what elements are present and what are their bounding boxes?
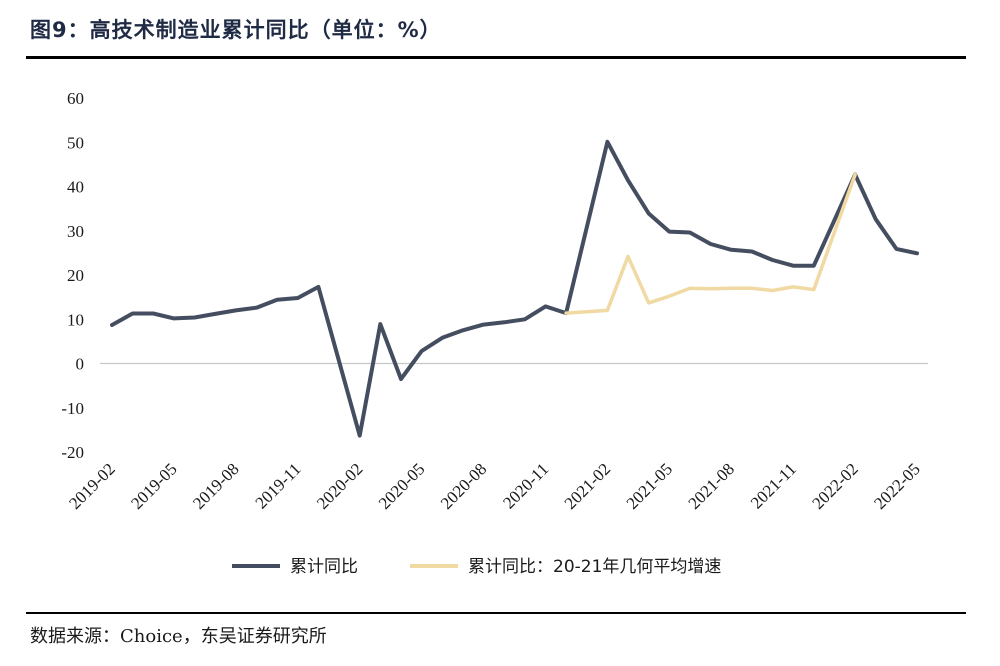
y-tick-label: 10	[67, 310, 84, 329]
y-axis-ticks: 60 50 40 30 20 10 0 -10 -20	[61, 89, 84, 462]
legend-label-geometric-average: 累计同比：20-21年几何平均增速	[468, 557, 721, 577]
x-tick-label: 2019-05	[127, 459, 181, 513]
bottom-rule	[26, 612, 966, 614]
x-tick-label: 2020-11	[499, 459, 552, 512]
y-tick-label: 20	[67, 266, 84, 285]
y-tick-label: 60	[67, 89, 84, 108]
series-cumulative-yoy-line	[110, 139, 919, 438]
x-tick-label: 2020-05	[375, 459, 429, 513]
x-tick-label: 2019-11	[252, 459, 305, 512]
series-geometric-average-line	[564, 172, 857, 315]
y-tick-label: 30	[67, 222, 84, 241]
x-tick-label: 2021-05	[623, 459, 677, 513]
y-tick-label: 40	[67, 178, 84, 197]
x-tick-label: 2021-11	[747, 459, 800, 512]
source-note: 数据来源：Choice，东吴证券研究所	[30, 626, 327, 647]
top-rule	[26, 56, 966, 59]
line-chart: 60 50 40 30 20 10 0 -10 -20 2019-02 2019-05 2019-0…	[61, 89, 928, 577]
x-tick-label: 2020-08	[437, 459, 491, 513]
legend: 累计同比 累计同比：20-21年几何平均增速	[232, 557, 721, 577]
x-tick-label: 2022-05	[870, 459, 924, 513]
x-tick-label: 2019-02	[65, 459, 119, 513]
y-tick-label: -10	[61, 399, 84, 418]
legend-label-cumulative-yoy: 累计同比	[290, 557, 358, 577]
y-tick-label: -20	[61, 443, 84, 462]
x-tick-label: 2019-08	[189, 459, 243, 513]
y-tick-label: 50	[67, 133, 84, 152]
y-tick-label: 0	[76, 355, 85, 374]
x-tick-label: 2021-08	[685, 459, 739, 513]
x-axis-ticks: 2019-02 2019-05 2019-08 2019-11 2020-02 2020-…	[65, 459, 924, 513]
x-tick-label: 2020-02	[313, 459, 367, 513]
chart-title: 图9：高技术制造业累计同比（单位：%）	[30, 18, 442, 42]
x-tick-label: 2021-02	[561, 459, 615, 513]
x-tick-label: 2022-02	[808, 459, 862, 513]
